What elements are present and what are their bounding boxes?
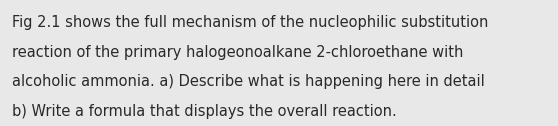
- Text: b) Write a formula that displays the overall reaction.: b) Write a formula that displays the ove…: [12, 104, 397, 119]
- Text: reaction of the primary halogeonoalkane 2-chloroethane with: reaction of the primary halogeonoalkane …: [12, 45, 464, 60]
- Text: alcoholic ammonia. a) Describe what is happening here in detail: alcoholic ammonia. a) Describe what is h…: [12, 74, 485, 89]
- Text: Fig 2.1 shows the full mechanism of the nucleophilic substitution: Fig 2.1 shows the full mechanism of the …: [12, 15, 489, 30]
